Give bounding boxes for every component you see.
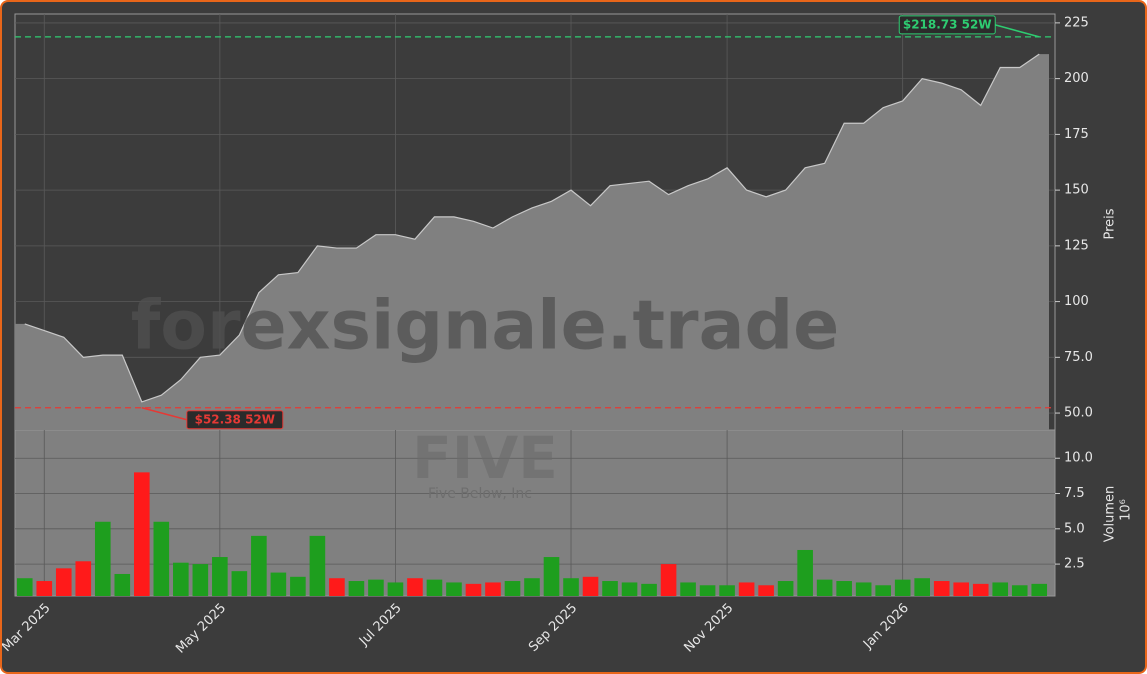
volume-bar [94,521,111,596]
volume-bar [348,581,365,596]
annotation-box [186,410,284,430]
y-tick-label: 50.0 [1064,406,1093,421]
company-watermark: Five Below, Inc [428,486,532,502]
y-tick-label: 75.0 [1064,350,1093,365]
volume-bar [153,521,170,596]
volume-bar [192,564,209,596]
volume-bar [563,578,579,596]
volume-bar [777,581,794,596]
volume-bar [114,573,131,596]
x-tick-label: Nov 2025 [682,601,737,656]
volume-bar [1011,585,1028,596]
volume-bar [738,582,755,596]
volume-bar [836,581,852,596]
x-tick-label: Jan 2026 [860,601,912,653]
volume-bar [504,581,521,596]
volume-bar [1031,583,1048,596]
volume-bar [914,578,930,596]
volume-bar [894,579,911,596]
volume-bar [75,561,92,596]
volume-bar [309,535,326,596]
volume-bar [758,585,774,596]
volume-bar [524,578,540,596]
volume-bar [16,578,33,596]
watermark: forexsignale.trade [131,287,840,366]
volume-bar [173,562,189,596]
y-tick-label: 2.5 [1064,557,1085,572]
y-tick-label: 10.0 [1064,451,1093,466]
annotation-arrow [141,407,188,421]
volume-bar [699,585,716,596]
x-tick-label: Jul 2025 [356,601,405,650]
volume-bar [446,582,462,596]
volume-bar [55,568,72,596]
volume-bar [816,579,833,596]
volume-bar [387,582,404,596]
volume-bar [134,472,150,596]
marks: $218.73 52W $52.38 52W [15,15,1055,596]
annotation-arrow [995,24,1040,38]
volume-bar [875,585,891,596]
x-tick-label: Mar 2025 [2,601,54,655]
y-tick-label: 200 [1064,71,1089,86]
volume-bar [621,582,638,596]
y-tick-label: 175 [1064,127,1089,142]
annotation-label: $218.73 52W [903,17,992,31]
volume-bar [719,585,735,596]
volume-bar [426,579,443,596]
volume-bar [251,535,267,596]
symbol-watermark: FIVE [412,424,558,492]
volume-bar [953,582,970,596]
volume-bar [212,557,228,596]
x-tick-label: Sep 2025 [526,601,580,655]
volume-bar [368,579,384,596]
annotation-label: $52.38 52W [195,412,275,426]
price-area [15,54,1049,431]
volume-bar [270,572,287,596]
volume-bar [582,576,599,596]
volume-bar [290,576,306,596]
x-tick-label: May 2025 [173,601,229,657]
volume-bar [602,581,618,596]
volume-bar [36,581,53,596]
volume-bar [680,582,696,596]
volume-bar [485,582,501,596]
price-line [24,53,1040,403]
volume-bar [660,564,677,596]
volume-bar [797,549,813,596]
volume-bar [992,582,1009,596]
volume-bar [972,583,989,596]
y-tick-label: 150 [1064,183,1089,198]
annotation-box [898,15,996,35]
y-axis-label: Preis [1103,208,1118,239]
volume-bar [543,557,560,596]
y-tick-label: 125 [1064,238,1089,253]
y-tick-label: 100 [1064,294,1089,309]
y-axis-unit: 10⁶ [1119,499,1134,521]
y-tick-label: 7.5 [1064,486,1085,501]
volume-bar [329,578,345,596]
y-tick-label: 225 [1064,15,1089,30]
volume-bar [641,583,657,596]
volume-bar [933,581,950,596]
volume-bar [231,571,248,596]
volume-bar [855,582,872,596]
y-tick-label: 5.0 [1064,521,1085,536]
volume-bar [407,578,423,596]
volume-bar [465,583,482,596]
y-axis-label: Volumen [1103,486,1118,543]
